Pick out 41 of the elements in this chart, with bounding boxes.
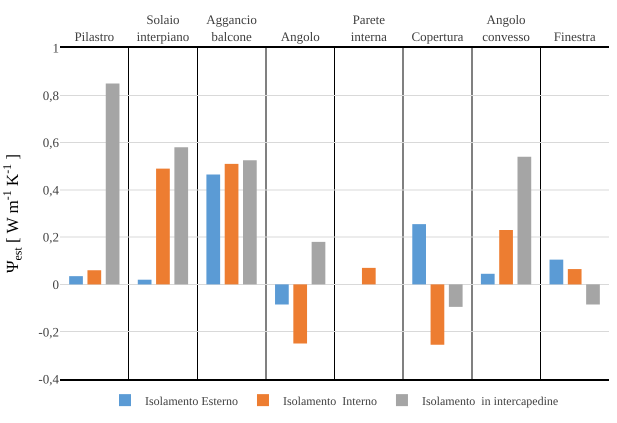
bar bbox=[550, 260, 564, 284]
x-tick-label: Parete interna bbox=[350, 12, 388, 44]
bar bbox=[174, 147, 188, 284]
x-tick-label: Angolo convesso bbox=[482, 12, 530, 44]
x-tick-label: Copertura bbox=[411, 29, 464, 44]
bar bbox=[87, 270, 102, 284]
bar bbox=[206, 174, 220, 284]
y-tick-label: 1 bbox=[52, 40, 59, 56]
x-tick-label: Solaio interpiano bbox=[136, 12, 190, 44]
bar bbox=[480, 274, 495, 284]
y-tick-label: 0 bbox=[52, 276, 59, 292]
legend-label: Isolamento Interno bbox=[282, 394, 377, 408]
bar bbox=[518, 156, 532, 284]
bar bbox=[243, 160, 257, 284]
bar bbox=[138, 280, 152, 284]
bar bbox=[69, 276, 83, 284]
legend-label: Isolamento Esterno bbox=[145, 394, 238, 408]
bar bbox=[224, 164, 238, 284]
x-tick-label: Angolo bbox=[280, 29, 320, 44]
x-tick-label: Aggancio balcone bbox=[206, 12, 257, 44]
bar bbox=[293, 284, 308, 344]
bar bbox=[568, 269, 582, 284]
y-tick-label: 0,6 bbox=[42, 135, 60, 150]
y-tick-label: -0,2 bbox=[38, 324, 59, 340]
bar bbox=[106, 83, 120, 284]
bar bbox=[586, 284, 600, 305]
bar bbox=[448, 284, 463, 307]
bar bbox=[362, 268, 376, 284]
y-tick-label: 0,2 bbox=[42, 230, 59, 245]
legend-label: Isolamento in intercapedine bbox=[422, 394, 558, 408]
x-tick-label: Finestra bbox=[554, 29, 596, 44]
x-tick-label: Pilastro bbox=[74, 29, 114, 44]
bar bbox=[430, 284, 444, 345]
bar bbox=[412, 224, 426, 284]
y-tick-label: -0,4 bbox=[38, 372, 60, 387]
bar bbox=[312, 242, 326, 284]
bar bbox=[499, 230, 513, 284]
bar bbox=[275, 284, 289, 305]
y-tick-label: 0,4 bbox=[42, 182, 60, 198]
bar bbox=[156, 168, 170, 284]
y-tick-label: 0,8 bbox=[42, 88, 59, 103]
